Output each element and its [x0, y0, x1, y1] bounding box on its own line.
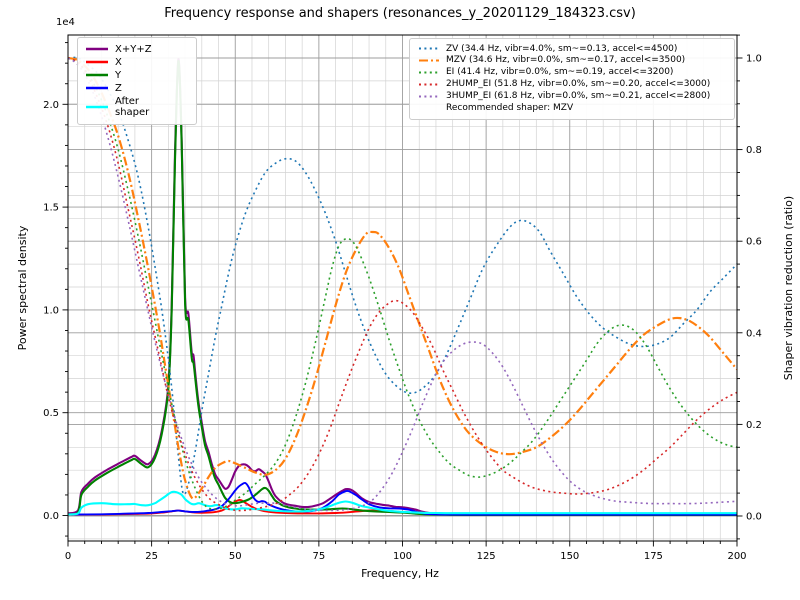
y-left-tick-label: 1.0 — [43, 305, 59, 316]
legend-label: X+Y+Z — [115, 43, 152, 55]
line-swatch-after-shaper — [86, 105, 108, 109]
recommended-shaper-note: Recommended shaper: MZV — [446, 102, 574, 113]
line-swatch-x — [86, 61, 108, 64]
legend-item-z: Z — [85, 83, 189, 95]
legend-item-2hump-ei: 2HUMP_EI (51.8 Hz, vibr=0.0%, sm~=0.20, … — [418, 79, 726, 89]
legend-item-xyz: X+Y+Z — [85, 44, 189, 56]
legend-label: After shaper — [115, 95, 150, 119]
chart-title: Frequency response and shapers (resonanc… — [164, 6, 636, 21]
curve-2hump-ei — [68, 57, 737, 512]
legend-label: MZV (34.6 Hz, vibr=0.0%, sm~=0.17, accel… — [446, 55, 686, 66]
curve-after-shaper — [68, 490, 737, 516]
y-right-tick-label: 0.2 — [746, 420, 762, 431]
line-swatch-z — [86, 87, 108, 90]
y-axis-left-label: Power spectral density — [16, 225, 29, 351]
line-swatch-ei — [419, 71, 439, 74]
legend-item-3hump-ei: 3HUMP_EI (61.8 Hz, vibr=0.0%, sm~=0.21, … — [418, 91, 726, 101]
line-swatch-zv — [419, 47, 439, 50]
y-left-tick-label: 0.5 — [43, 408, 59, 419]
y-axis-right-label: Shaper vibration reduction (ratio) — [782, 195, 795, 381]
x-tick-label: 75 — [313, 551, 326, 562]
y-right-tick-label: 1.0 — [746, 53, 762, 64]
legend-label: X — [115, 56, 122, 68]
x-tick-label: 25 — [145, 551, 158, 562]
legend-label: ZV (34.4 Hz, vibr=4.0%, sm~=0.13, accel<… — [446, 43, 678, 54]
x-tick-label: 150 — [560, 551, 579, 562]
x-tick-label: 0 — [65, 551, 71, 562]
curve-y — [68, 60, 737, 516]
line-swatch-y — [86, 74, 108, 77]
x-tick-label: 100 — [393, 551, 412, 562]
y-left-tick-label: 0.0 — [43, 511, 59, 522]
line-swatch-2hump-ei — [419, 83, 439, 86]
y-right-tick-label: 0.0 — [746, 511, 762, 522]
legend-label: EI (41.4 Hz, vibr=0.0%, sm~=0.19, accel<… — [446, 67, 674, 78]
line-swatch-mzv — [419, 59, 439, 62]
legend-item-y: Y — [85, 70, 189, 82]
x-tick-label: 125 — [477, 551, 496, 562]
legend-item-zv: ZV (34.4 Hz, vibr=4.0%, sm~=0.13, accel<… — [418, 44, 726, 54]
line-swatch-xyz — [86, 48, 108, 51]
y-axis-offset-text: 1e4 — [56, 17, 75, 28]
y-left-tick-label: 1.5 — [43, 203, 59, 214]
legend-label: 3HUMP_EI (61.8 Hz, vibr=0.0%, sm~=0.21, … — [446, 90, 711, 101]
legend-label: 2HUMP_EI (51.8 Hz, vibr=0.0%, sm~=0.20, … — [446, 79, 711, 90]
legend-label: Y — [115, 69, 122, 81]
curve-ei — [68, 57, 737, 510]
legend-item-after-shaper: After shaper — [85, 96, 189, 119]
psd-legend: X+Y+Z X Y Z After shaper — [77, 37, 197, 125]
line-swatch-3hump-ei — [419, 95, 439, 98]
x-tick-label: 200 — [727, 551, 746, 562]
legend-item-mzv: MZV (34.6 Hz, vibr=0.0%, sm~=0.17, accel… — [418, 55, 726, 65]
shaper-legend: ZV (34.4 Hz, vibr=4.0%, sm~=0.13, accel<… — [409, 38, 735, 120]
curve-zv — [68, 56, 737, 496]
x-axis-label: Frequency, Hz — [361, 567, 439, 580]
legend-item-x: X — [85, 57, 189, 69]
y-left-tick-label: 2.0 — [43, 100, 59, 111]
legend-item-ei: EI (41.4 Hz, vibr=0.0%, sm~=0.19, accel<… — [418, 67, 726, 77]
x-tick-label: 50 — [229, 551, 242, 562]
y-right-tick-label: 0.6 — [746, 237, 762, 248]
y-right-tick-label: 0.4 — [746, 328, 762, 339]
legend-label: Z — [115, 82, 122, 94]
y-right-tick-label: 0.8 — [746, 145, 762, 156]
x-tick-label: 175 — [644, 551, 663, 562]
